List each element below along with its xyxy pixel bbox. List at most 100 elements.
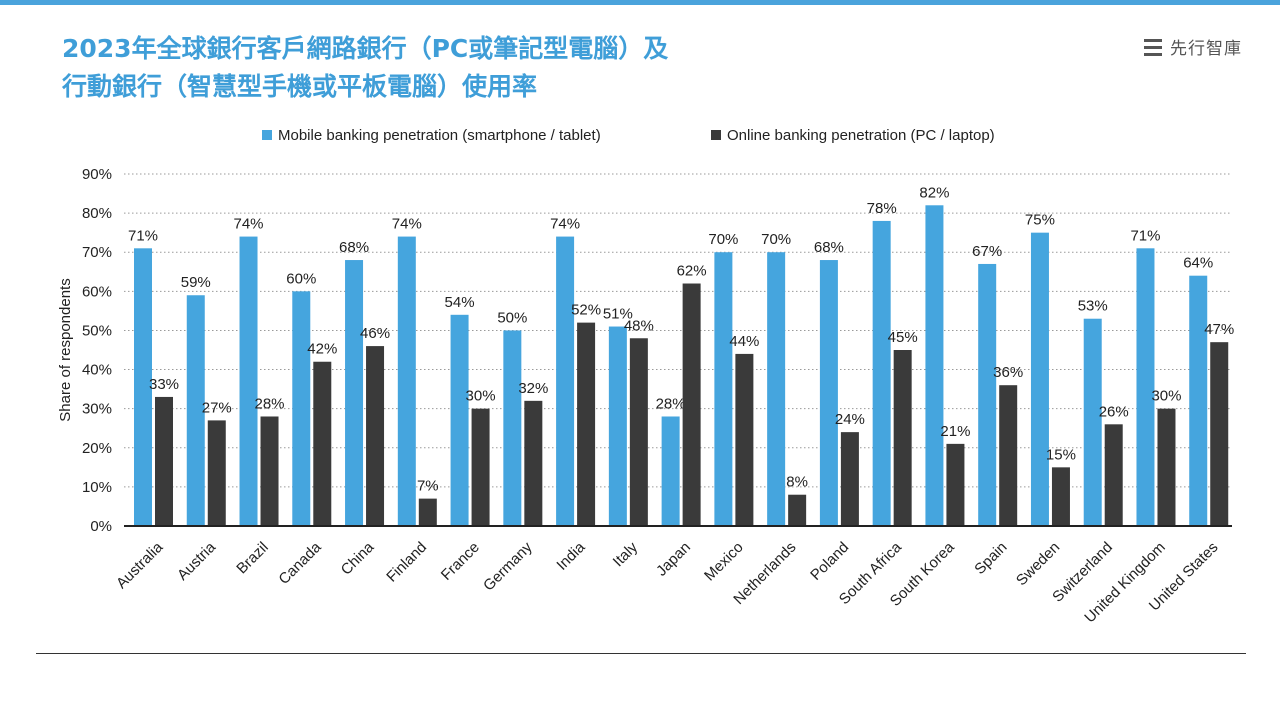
stacked-lines-icon xyxy=(1144,38,1162,56)
bar-mobile xyxy=(1083,318,1102,526)
x-category-label: Italy xyxy=(610,538,642,570)
data-label-online: 42% xyxy=(307,341,337,358)
bar-mobile xyxy=(608,326,627,526)
bar-online xyxy=(471,408,490,526)
data-label-online: 48% xyxy=(624,317,654,334)
bar-mobile xyxy=(661,416,680,526)
bar-online xyxy=(207,420,226,526)
x-category-label: Sweden xyxy=(1013,539,1063,589)
data-label-online: 27% xyxy=(202,399,232,416)
bar-online xyxy=(629,338,648,526)
x-category-label: Brazil xyxy=(233,539,272,578)
y-tick-label: 30% xyxy=(82,401,112,418)
bar-mobile xyxy=(239,236,258,527)
bar-mobile xyxy=(1136,248,1155,527)
x-category-label: Japan xyxy=(653,539,694,580)
data-label-mobile: 68% xyxy=(814,239,844,256)
bar-mobile xyxy=(819,260,838,526)
data-label-mobile: 59% xyxy=(181,274,211,291)
bar-online xyxy=(313,361,332,526)
bar-online xyxy=(366,346,385,526)
data-label-online: 36% xyxy=(993,364,1023,381)
y-tick-label: 0% xyxy=(90,518,112,535)
data-label-mobile: 74% xyxy=(234,216,264,233)
bar-online xyxy=(1210,342,1229,526)
data-label-online: 15% xyxy=(1046,446,1076,463)
bar-online xyxy=(577,322,596,526)
bar-mobile xyxy=(872,220,891,526)
bar-mobile xyxy=(767,252,786,526)
legend-swatch-online xyxy=(711,130,721,140)
data-label-online: 8% xyxy=(786,474,808,491)
bar-mobile xyxy=(503,330,522,526)
bar-online xyxy=(1157,408,1176,526)
data-label-online: 47% xyxy=(1204,321,1234,338)
bar-online xyxy=(1104,424,1123,526)
x-category-label: Mexico xyxy=(701,539,747,585)
data-label-online: 32% xyxy=(518,380,548,397)
y-tick-label: 50% xyxy=(82,322,112,339)
data-label-mobile: 78% xyxy=(867,200,897,217)
bar-online xyxy=(418,498,437,526)
title-line-2: 行動銀行（智慧型手機或平板電腦）使用率 xyxy=(62,72,538,101)
y-tick-label: 10% xyxy=(82,479,112,496)
data-label-online: 21% xyxy=(940,423,970,440)
bar-online xyxy=(946,443,965,526)
data-label-mobile: 82% xyxy=(919,184,949,201)
data-label-online: 52% xyxy=(571,302,601,319)
x-category-label: Finland xyxy=(383,539,430,586)
brand-logo: 先行智庫 xyxy=(1144,34,1242,59)
x-category-label: France xyxy=(438,539,483,584)
bar-online xyxy=(524,400,543,526)
x-category-label: Germany xyxy=(480,538,536,594)
top-accent-bar xyxy=(0,0,1280,5)
x-category-label: Poland xyxy=(807,539,852,584)
data-label-online: 7% xyxy=(417,478,439,495)
x-category-label: Austria xyxy=(174,538,219,583)
data-label-mobile: 70% xyxy=(761,231,791,248)
y-tick-label: 80% xyxy=(82,205,112,222)
data-label-online: 26% xyxy=(1099,403,1129,420)
y-tick-label: 60% xyxy=(82,283,112,300)
bar-mobile xyxy=(978,263,997,526)
data-label-online: 30% xyxy=(1151,388,1181,405)
bar-online xyxy=(260,416,279,526)
bar-online xyxy=(682,283,701,526)
bar-online xyxy=(999,385,1018,526)
data-label-mobile: 50% xyxy=(497,309,527,326)
y-tick-label: 70% xyxy=(82,244,112,261)
data-label-mobile: 51% xyxy=(603,306,633,323)
bar-mobile xyxy=(292,291,311,526)
x-category-label: Spain xyxy=(971,539,1010,578)
data-label-mobile: 64% xyxy=(1183,255,1213,272)
data-label-mobile: 53% xyxy=(1078,298,1108,315)
bar-online xyxy=(840,432,859,526)
page-title: 2023年全球銀行客戶網路銀行（PC或筆記型電腦）及 行動銀行（智慧型手機或平板… xyxy=(62,30,1062,106)
x-category-label: China xyxy=(338,538,378,578)
data-label-mobile: 71% xyxy=(1130,227,1160,244)
legend-label-mobile: Mobile banking penetration (smartphone /… xyxy=(278,127,601,144)
bar-mobile xyxy=(925,205,944,527)
y-tick-label: 40% xyxy=(82,362,112,379)
data-label-online: 44% xyxy=(729,333,759,350)
data-label-mobile: 70% xyxy=(708,231,738,248)
data-label-online: 45% xyxy=(888,329,918,346)
data-label-mobile: 74% xyxy=(392,216,422,233)
y-tick-label: 20% xyxy=(82,440,112,457)
data-label-online: 33% xyxy=(149,376,179,393)
bar-mobile xyxy=(1030,232,1049,526)
bar-mobile xyxy=(134,248,152,527)
bar-mobile xyxy=(714,252,733,526)
bar-online xyxy=(893,350,912,526)
bar-online xyxy=(155,396,173,526)
data-label-online: 24% xyxy=(835,411,865,428)
legend-label-online: Online banking penetration (PC / laptop) xyxy=(727,127,995,144)
x-category-label: Australia xyxy=(113,538,167,592)
bar-online xyxy=(788,494,807,526)
data-label-mobile: 28% xyxy=(656,395,686,412)
bar-mobile xyxy=(1189,275,1208,526)
x-category-label: India xyxy=(553,538,588,573)
y-axis-label: Share of respondents xyxy=(57,278,74,421)
